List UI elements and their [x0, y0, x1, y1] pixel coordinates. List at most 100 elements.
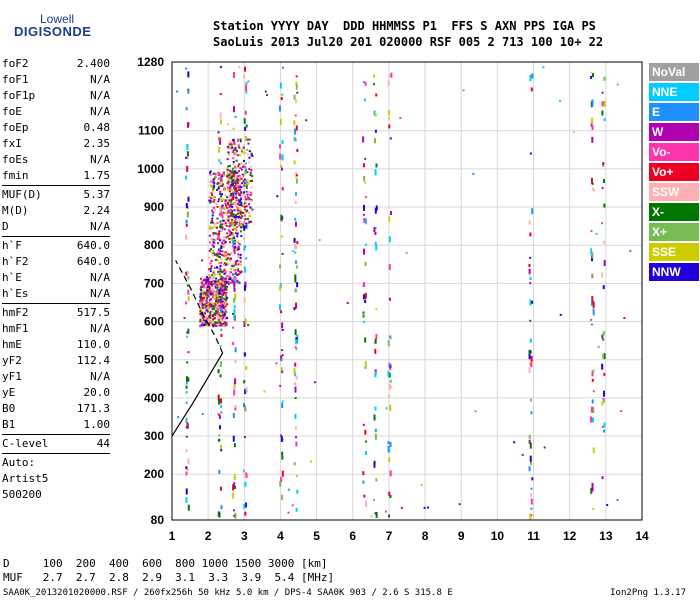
trace-point	[241, 151, 244, 154]
param-label: hmF1	[2, 322, 29, 335]
header-line-1: Station YYYY DAY DDD HHMMSS P1 FFS S AXN…	[213, 19, 596, 33]
trace-point	[215, 277, 218, 280]
interference-point	[528, 349, 531, 356]
trace-point	[212, 271, 215, 274]
interference-point	[530, 362, 533, 368]
plot-frame	[171, 61, 643, 521]
interference-point	[220, 444, 223, 451]
trace-point	[236, 154, 239, 157]
trace-point	[238, 261, 241, 264]
interference-point	[374, 138, 377, 144]
trace-point	[249, 171, 252, 174]
interference-point	[281, 354, 284, 357]
interference-point	[218, 159, 221, 163]
noise-point	[263, 390, 266, 393]
trace-point	[234, 203, 237, 206]
interference-point	[528, 439, 531, 444]
interference-point	[234, 347, 237, 353]
trace-point	[216, 315, 219, 318]
trace-point	[232, 215, 235, 218]
trace-point	[219, 176, 222, 179]
divider	[2, 453, 110, 454]
trace-point	[230, 143, 233, 146]
trace-point	[229, 185, 232, 188]
trace-point	[240, 217, 243, 220]
trace-point	[210, 251, 213, 254]
interference-point	[530, 493, 533, 498]
trace-point	[233, 219, 236, 222]
interference-point	[601, 476, 604, 480]
interference-point	[185, 219, 188, 224]
trace-point	[209, 303, 212, 306]
noise-point	[542, 66, 545, 69]
trace-point	[212, 245, 215, 248]
trace-point	[239, 188, 242, 191]
interference-point	[294, 243, 297, 249]
trace-point	[232, 161, 235, 164]
interference-point	[184, 67, 187, 70]
trace-point	[223, 290, 226, 293]
interference-point	[294, 397, 297, 400]
interference-point	[220, 208, 223, 212]
y-tick-label: 600	[144, 315, 164, 329]
trace-point	[214, 295, 217, 298]
trace-point	[209, 262, 212, 265]
trace-point	[242, 146, 245, 149]
trace-point	[234, 273, 237, 276]
trace-point	[226, 280, 229, 283]
trace-point	[230, 252, 233, 255]
y-tick-label: 500	[144, 353, 164, 367]
trace-point	[232, 228, 235, 231]
interference-point	[293, 307, 296, 311]
trace-point	[237, 144, 240, 147]
interference-point	[186, 165, 189, 172]
param-label: yF2	[2, 354, 22, 367]
trace-point	[210, 197, 213, 200]
trace-point	[214, 297, 217, 300]
trace-point	[221, 204, 224, 207]
trace-point	[207, 287, 210, 290]
trace-point	[236, 178, 239, 181]
trace-point	[216, 288, 219, 291]
noise-point	[203, 286, 206, 289]
trace-point	[208, 234, 211, 237]
trace-point	[224, 270, 227, 273]
trace-point	[249, 180, 252, 183]
interference-point	[220, 411, 223, 414]
trace-point	[233, 184, 236, 187]
interference-point	[219, 112, 222, 119]
trace-point	[224, 278, 227, 281]
trace-point	[231, 179, 234, 182]
trace-point	[229, 172, 232, 175]
interference-point	[187, 88, 190, 91]
interference-point	[294, 260, 297, 264]
trace-point	[237, 212, 240, 215]
interference-point	[388, 297, 391, 301]
interference-point	[234, 277, 237, 284]
interference-point	[218, 414, 221, 419]
legend-item: NNW	[649, 263, 699, 281]
trace-point	[205, 304, 208, 307]
trace-point	[209, 180, 212, 183]
trace-point	[220, 257, 223, 260]
trace-point	[226, 173, 229, 176]
trace-point	[210, 200, 213, 203]
param-label: M(D)	[2, 204, 29, 217]
trace-point	[235, 204, 238, 207]
trace-point	[236, 268, 239, 271]
interference-point	[220, 333, 223, 337]
noise-point	[399, 117, 402, 120]
noise-point	[287, 488, 290, 491]
interference-point	[280, 235, 283, 238]
trace-point	[215, 311, 218, 314]
trace-point	[228, 275, 231, 278]
trace-point	[224, 323, 227, 326]
trace-point	[205, 282, 208, 285]
trace-point	[246, 138, 249, 141]
trace-point	[236, 259, 239, 262]
interference-point	[389, 441, 392, 447]
trace-point	[236, 190, 239, 193]
interference-point	[387, 440, 390, 444]
param-row: h`E N/A	[2, 270, 110, 286]
interference-point	[187, 504, 190, 511]
